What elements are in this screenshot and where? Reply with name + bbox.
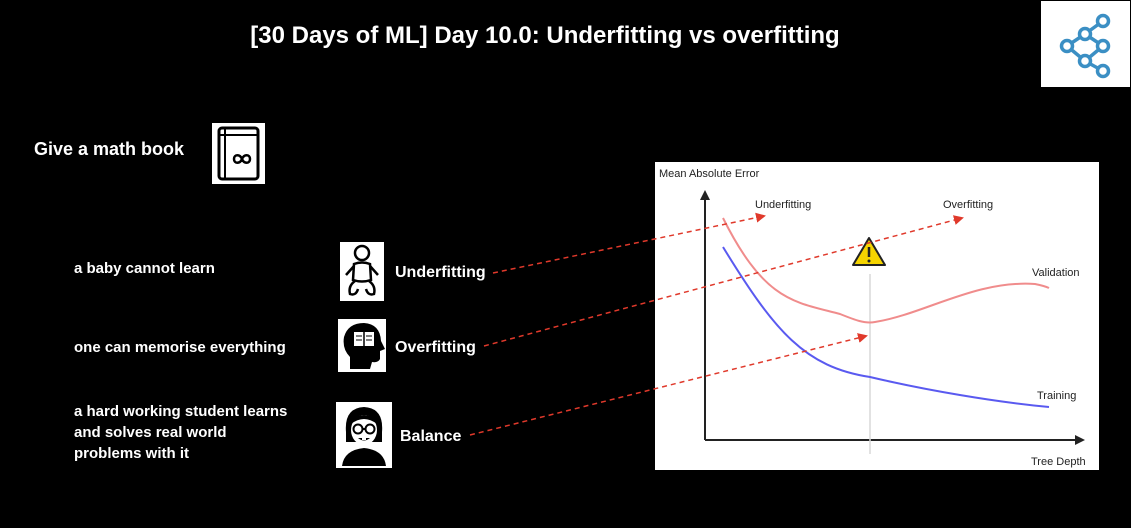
student-icon-box bbox=[336, 402, 392, 468]
legend-training: Training bbox=[1037, 390, 1076, 402]
logo bbox=[1041, 1, 1130, 87]
overfitting-annotation: Overfitting bbox=[943, 199, 993, 211]
math-book-infinity-icon bbox=[217, 126, 260, 181]
network-nodes-icon bbox=[1059, 13, 1111, 79]
error-vs-depth-chart: Mean Absolute Error Tree Depth Underfitt… bbox=[655, 162, 1099, 470]
term-overfitting: Overfitting bbox=[395, 339, 476, 356]
arrow-underfitting bbox=[492, 212, 766, 274]
intro-heading: Give a math book bbox=[34, 139, 185, 159]
math-book-box bbox=[212, 123, 265, 184]
head-with-book-icon-box bbox=[338, 319, 386, 372]
underfitting-annotation: Underfitting bbox=[755, 199, 811, 211]
term-balance: Balance bbox=[400, 428, 462, 445]
head-with-book-icon bbox=[343, 323, 385, 369]
x-axis-label: Tree Depth bbox=[1031, 456, 1086, 468]
y-axis-label: Mean Absolute Error bbox=[659, 168, 760, 180]
training-curve bbox=[722, 246, 1050, 408]
validation-curve bbox=[722, 217, 1050, 324]
arrow-overfitting bbox=[483, 215, 964, 347]
student-with-glasses-icon bbox=[342, 407, 386, 466]
description-underfitting: a baby cannot learn bbox=[74, 260, 215, 277]
arrow-balance bbox=[469, 333, 868, 436]
baby-icon bbox=[345, 244, 379, 296]
warning-triangle-icon bbox=[852, 237, 886, 266]
legend-validation: Validation bbox=[1032, 267, 1080, 279]
baby-icon-box bbox=[340, 242, 384, 301]
term-underfitting: Underfitting bbox=[395, 264, 486, 281]
description-overfitting: one can memorise everything bbox=[74, 339, 286, 356]
description-balance: a hard working student learns and solves… bbox=[74, 403, 288, 462]
page-title: [30 Days of ML] Day 10.0: Underfitting v… bbox=[250, 22, 840, 49]
